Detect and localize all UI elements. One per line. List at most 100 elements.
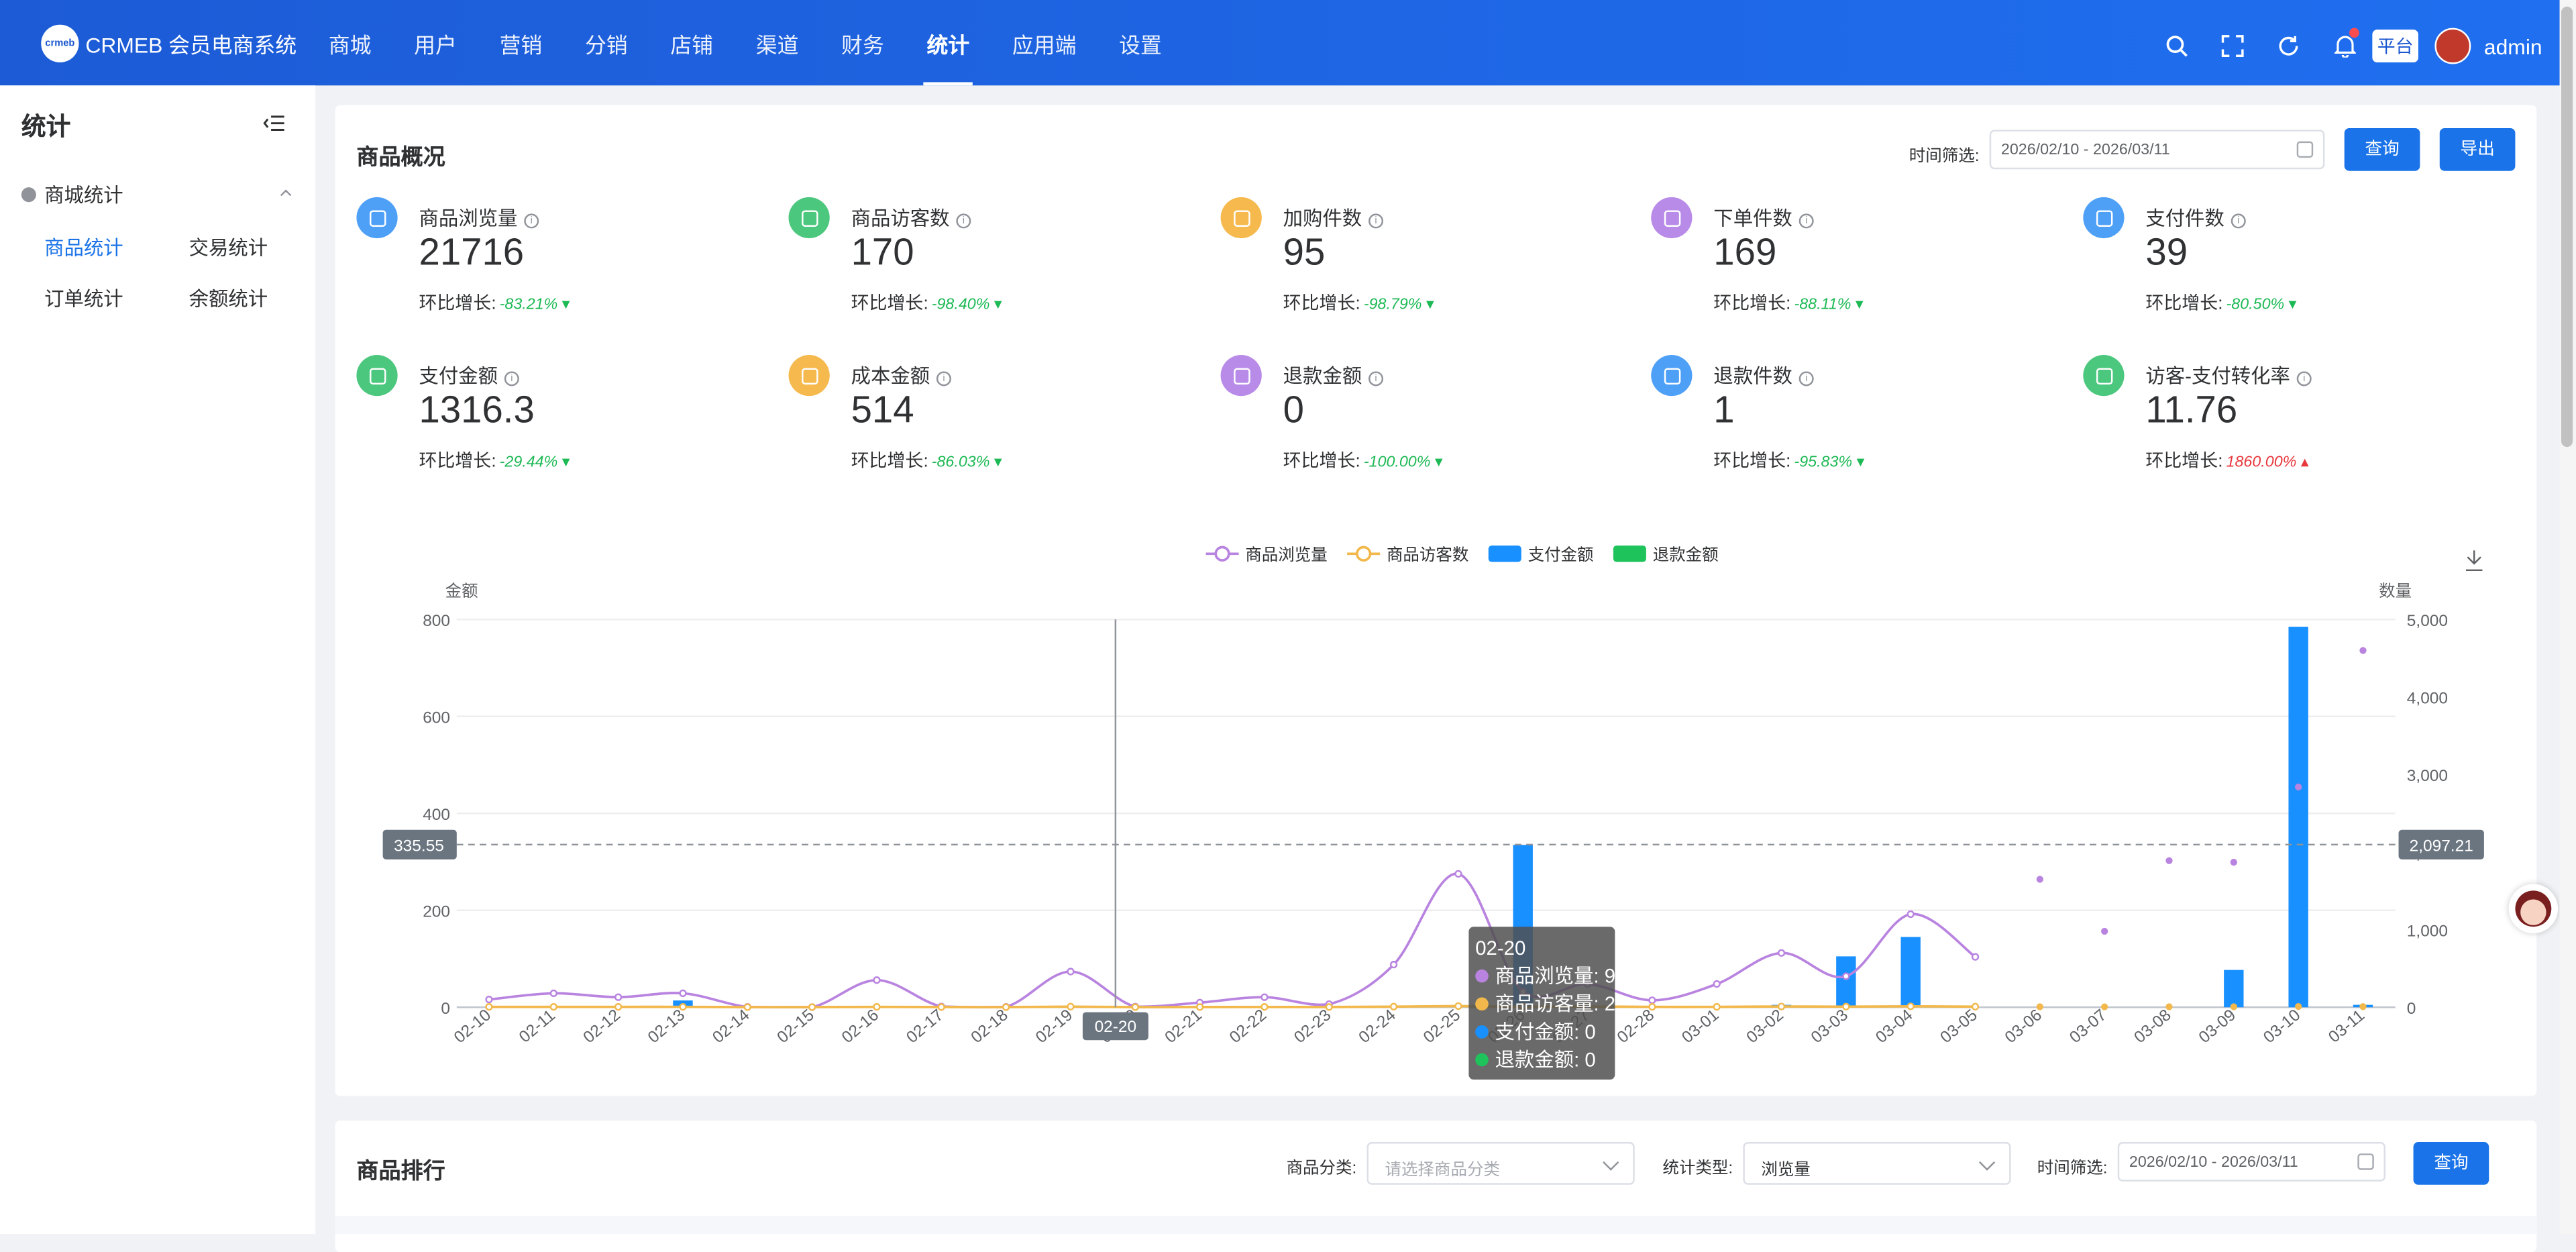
metric-card: 访客-支付转化率 i 11.76 环比增长: 1860.00% ▴ (2083, 352, 2461, 483)
growth-percent: 1860.00% (2226, 453, 2297, 472)
type-select[interactable]: 浏览量 (1743, 1142, 2011, 1185)
sidebar-item-balance-stats[interactable]: 余额统计 (189, 287, 268, 311)
series-point (2230, 1003, 2237, 1010)
metric-growth: 环比增长: -29.44% ▾ (419, 447, 570, 473)
info-icon[interactable]: i (2296, 371, 2312, 386)
collapse-menu-icon[interactable] (263, 112, 286, 132)
nav-item-5[interactable]: 渠道 (755, 32, 799, 58)
left-axis-title: 金额 (445, 582, 478, 601)
platform-badge[interactable]: 平台 (2372, 30, 2418, 63)
series-point (2230, 858, 2237, 866)
query-button[interactable]: 查询 (2344, 128, 2420, 171)
calendar-icon (2296, 141, 2314, 158)
nav-item-8[interactable]: 应用端 (1012, 32, 1077, 58)
metric-card: 商品浏览量 i 21716 环比增长: -83.21% ▾ (356, 194, 734, 325)
growth-label: 环比增长: (419, 452, 496, 472)
metric-value: 1 (1713, 387, 1735, 431)
info-icon[interactable]: i (1799, 371, 1814, 386)
metric-card: 退款件数 i 1 环比增长: -95.83% ▾ (1651, 352, 2029, 483)
fullscreen-icon[interactable] (2218, 32, 2247, 61)
right-axis-title: 数量 (2379, 582, 2412, 601)
x-tick-label: 02-11 (516, 1006, 559, 1047)
sidebar: 统计 商城统计 商品统计 交易统计 订单统计 余额统计 (0, 85, 316, 1235)
sidebar-item-product-stats[interactable]: 商品统计 (44, 236, 123, 260)
bar (2224, 970, 2244, 1008)
metric-label-text: 成本金额 (851, 364, 930, 388)
nav-item-3[interactable]: 分销 (584, 32, 628, 58)
metric-icon (788, 197, 830, 239)
info-icon[interactable]: i (504, 371, 519, 386)
logo[interactable]: crmeb CRMEB 会员电商系统 (41, 24, 297, 63)
info-icon[interactable]: i (1799, 213, 1814, 229)
ranking-query-button[interactable]: 查询 (2413, 1142, 2489, 1185)
nav-item-9[interactable]: 设置 (1119, 32, 1162, 58)
x-tick-label: 02-25 (1420, 1006, 1464, 1047)
nav-item-0[interactable]: 商城 (328, 32, 372, 58)
metric-icon (2083, 197, 2125, 239)
growth-value: -29.44% ▾ (499, 453, 570, 472)
tooltip-marker (1475, 1025, 1489, 1039)
metric-label-text: 退款件数 (1713, 364, 1792, 388)
support-avatar[interactable] (2508, 884, 2559, 934)
info-icon[interactable]: i (1368, 213, 1384, 229)
info-icon[interactable]: i (2231, 213, 2246, 229)
legend-point-marker (1214, 545, 1230, 562)
refresh-icon[interactable] (2273, 32, 2303, 61)
growth-value: -98.79% ▾ (1363, 295, 1434, 314)
info-icon[interactable]: i (1368, 371, 1384, 386)
metric-label: 商品浏览量 i (419, 204, 539, 232)
search-icon[interactable] (2162, 32, 2192, 61)
nav-item-7[interactable]: 统计 (923, 0, 973, 86)
x-tick-label: 03-03 (1808, 1006, 1851, 1047)
notification-bell-icon[interactable] (2330, 28, 2359, 61)
download-icon (2465, 550, 2483, 572)
category-select[interactable]: 请选择商品分类 (1366, 1142, 1635, 1185)
growth-percent: -86.03% (931, 453, 990, 472)
legend-point-marker (1356, 545, 1372, 562)
sidebar-item-order-stats[interactable]: 订单统计 (44, 287, 123, 311)
x-tick-label: 02-19 (1032, 1006, 1076, 1047)
info-icon[interactable]: i (956, 213, 971, 229)
user-avatar[interactable] (2434, 28, 2471, 64)
sidebar-item-trade-stats[interactable]: 交易统计 (189, 236, 268, 260)
growth-value: -88.11% ▾ (1794, 295, 1864, 314)
nav-item-6[interactable]: 财务 (841, 32, 884, 58)
series-point (2101, 927, 2108, 935)
date-range-input[interactable]: 2026/02/10 - 2026/03/11 (1989, 129, 2325, 170)
nav-item-2[interactable]: 营销 (499, 32, 543, 58)
export-button[interactable]: 导出 (2439, 128, 2516, 171)
info-icon[interactable]: i (524, 213, 539, 229)
info-icon[interactable]: i (936, 371, 952, 386)
ranking-date-input[interactable]: 2026/02/10 - 2026/03/11 (2117, 1142, 2385, 1182)
nav-item-1[interactable]: 用户 (414, 32, 457, 58)
crosshair-x-value: 02-20 (1095, 1018, 1137, 1036)
series-point (485, 1003, 493, 1011)
y-left-tick: 800 (423, 612, 450, 630)
legend-label: 支付金额 (1528, 545, 1594, 564)
tooltip-item: 商品浏览量: 9 (1495, 966, 1616, 988)
series-point (1842, 972, 1850, 980)
series-point (1971, 1002, 1980, 1010)
metric-label-text: 加购件数 (1283, 207, 1362, 230)
series-point (1648, 996, 1656, 1004)
scrollbar-thumb[interactable] (2561, 6, 2573, 448)
series-point (549, 1003, 557, 1011)
metric-value: 169 (1713, 229, 1777, 273)
growth-label: 环比增长: (2145, 294, 2223, 314)
chevron-up-icon[interactable] (279, 184, 292, 202)
x-tick-label: 02-24 (1356, 1006, 1399, 1047)
growth-percent: -98.79% (1363, 295, 1422, 314)
username[interactable]: admin (2483, 34, 2542, 58)
series-point (2036, 876, 2043, 883)
series-point (1777, 1002, 1786, 1010)
growth-value: -86.03% ▾ (931, 453, 1002, 472)
bar (1900, 937, 1921, 1008)
series-point (1002, 1003, 1010, 1011)
growth-label: 环比增长: (1283, 452, 1360, 472)
sidebar-group-mall-stats[interactable]: 商城统计 (21, 180, 123, 209)
y-left-tick: 200 (423, 903, 450, 921)
metric-label-text: 商品浏览量 (419, 207, 518, 230)
series-point (1971, 953, 1980, 961)
nav-item-4[interactable]: 店铺 (670, 32, 714, 58)
